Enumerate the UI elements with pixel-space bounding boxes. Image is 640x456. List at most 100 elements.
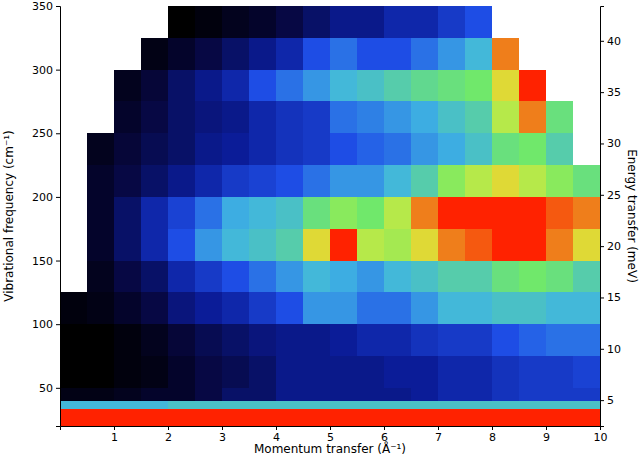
tick: 8 (489, 426, 496, 444)
cell (195, 388, 222, 401)
cell (465, 6, 492, 38)
cell (438, 261, 465, 293)
cell (546, 409, 573, 426)
cell (384, 388, 411, 401)
cell (492, 165, 519, 197)
cell (195, 101, 222, 133)
cell (519, 133, 546, 165)
cell (519, 165, 546, 197)
cell (330, 401, 357, 410)
cell (276, 388, 303, 401)
cell (141, 292, 168, 324)
cell (303, 409, 330, 426)
y2-axis-title: Energy transfer (meV) (625, 149, 639, 283)
cell (438, 133, 465, 165)
cell (573, 261, 600, 293)
tick-label: 7 (435, 431, 442, 444)
cell (330, 133, 357, 165)
tick-label: 40 (607, 35, 621, 48)
cell (249, 101, 276, 133)
cell (303, 101, 330, 133)
cell (438, 197, 465, 229)
cell (195, 409, 222, 426)
cell (249, 133, 276, 165)
cell (573, 409, 600, 426)
tick-label: 10 (594, 431, 608, 444)
cell (168, 229, 195, 261)
cell (492, 401, 519, 410)
cell (492, 356, 519, 388)
cell (195, 38, 222, 70)
cell (357, 388, 384, 401)
cell (546, 101, 573, 133)
tick: 1 (111, 426, 118, 444)
cell (303, 324, 330, 356)
cell (546, 229, 573, 261)
cell (195, 261, 222, 293)
cell (222, 133, 249, 165)
cell (519, 197, 546, 229)
cell (249, 197, 276, 229)
tick-mark (600, 41, 604, 42)
cell (519, 409, 546, 426)
tick-label: 100 (32, 318, 53, 331)
cell (114, 261, 141, 293)
tick-label: 200 (32, 191, 53, 204)
cell (438, 324, 465, 356)
cell (438, 401, 465, 410)
tick-mark (492, 426, 493, 430)
cell (573, 292, 600, 324)
tick: 2 (165, 426, 172, 444)
cell (303, 388, 330, 401)
cell (384, 133, 411, 165)
cell (114, 133, 141, 165)
cell (249, 229, 276, 261)
tick: 40 (600, 35, 621, 48)
cell (249, 165, 276, 197)
tick-mark (114, 426, 115, 430)
cell (141, 401, 168, 410)
tick: 7 (435, 426, 442, 444)
cell (222, 292, 249, 324)
tick-mark (600, 143, 604, 144)
cell (276, 261, 303, 293)
cell (303, 229, 330, 261)
cell (465, 292, 492, 324)
cell (114, 401, 141, 410)
cell (114, 409, 141, 426)
cell (519, 261, 546, 293)
tick: 35 (600, 86, 621, 99)
cell (519, 292, 546, 324)
cell (384, 229, 411, 261)
tick-mark (56, 133, 60, 134)
cell (276, 165, 303, 197)
axis-line (56, 7, 61, 427)
cell (492, 388, 519, 401)
tick: 3 (219, 426, 226, 444)
cell (60, 292, 87, 324)
cell (384, 6, 411, 38)
cell (411, 197, 438, 229)
cell (438, 229, 465, 261)
tick-mark (546, 426, 547, 430)
cell (357, 229, 384, 261)
cell (519, 356, 546, 388)
tick: 5 (600, 394, 614, 407)
cell (87, 229, 114, 261)
cell (222, 409, 249, 426)
cell (492, 197, 519, 229)
cell (276, 133, 303, 165)
cell (60, 324, 87, 356)
cell (141, 101, 168, 133)
cell (222, 229, 249, 261)
cell (357, 401, 384, 410)
tick-label: 250 (32, 127, 53, 140)
cell (114, 165, 141, 197)
tick-label: 3 (219, 431, 226, 444)
cell (438, 409, 465, 426)
cell (573, 388, 600, 401)
cell (411, 261, 438, 293)
cell (222, 101, 249, 133)
cell (114, 356, 141, 388)
tick: 150 (32, 255, 60, 268)
